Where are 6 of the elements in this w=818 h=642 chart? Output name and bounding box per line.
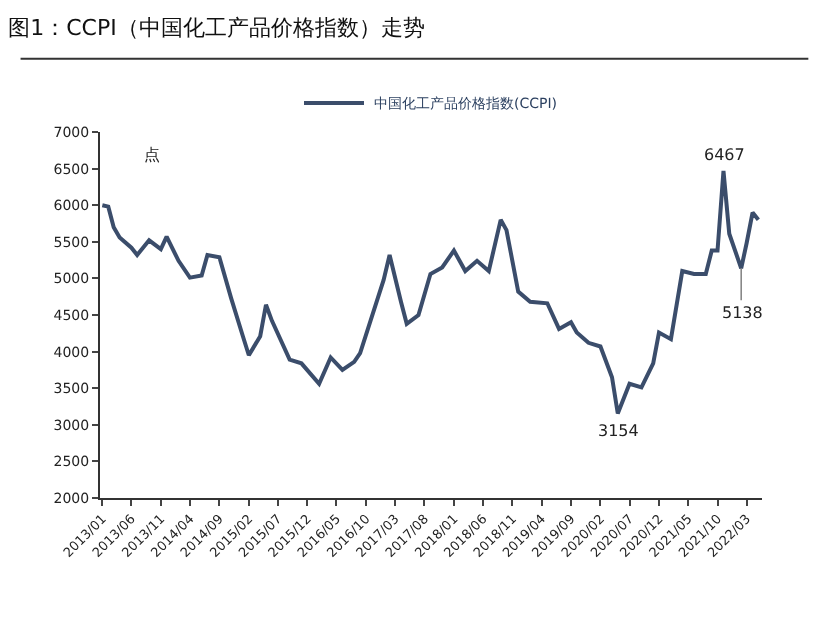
chart-title: 图1：CCPI（中国化工产品价格指数）走势 — [8, 14, 425, 41]
annotation: 6467 — [704, 146, 745, 164]
line-series — [100, 169, 761, 416]
annotation: 5138 — [722, 304, 763, 322]
y-axis-title: 点 — [144, 146, 160, 164]
annotation: 3154 — [598, 422, 639, 440]
